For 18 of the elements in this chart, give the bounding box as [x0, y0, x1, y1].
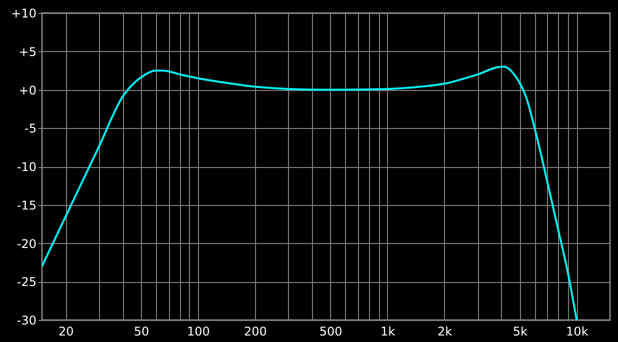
- y-tick-label: -20: [16, 236, 36, 251]
- x-tick-label: 1k: [380, 324, 396, 338]
- x-tick-label: 200: [244, 324, 267, 338]
- y-tick-label: +5: [18, 44, 36, 59]
- x-tick-label: 5k: [512, 324, 528, 338]
- x-tick-label: 50: [134, 324, 150, 338]
- y-tick-label: +0: [18, 83, 36, 98]
- x-tick-label: 10k: [566, 324, 588, 338]
- y-tick-label: +10: [11, 6, 36, 20]
- x-tick-label: 2k: [438, 324, 452, 338]
- y-tick-label: -5: [24, 122, 36, 136]
- y-tick-label: -10: [16, 160, 36, 174]
- y-tick-label: -25: [16, 275, 36, 290]
- y-tick-label: -15: [16, 198, 36, 212]
- x-tick-label: 100: [187, 324, 210, 338]
- x-tick-label: 20: [58, 324, 74, 338]
- x-tick-label: 500: [319, 324, 342, 338]
- y-tick-label: -30: [16, 314, 36, 328]
